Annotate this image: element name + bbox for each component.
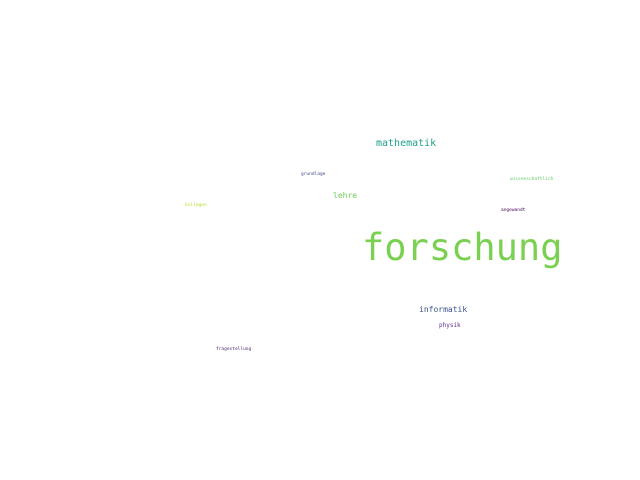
word-fragestellung: fragestellung	[216, 347, 252, 352]
word-informatik: informatik	[419, 305, 468, 314]
word-physik: physik	[439, 322, 461, 329]
word-mathematik: mathematik	[376, 138, 437, 149]
word-lehre: lehre	[333, 191, 358, 200]
word-kollegen: kollegen	[185, 203, 207, 208]
word-angewandt: angewandt	[501, 208, 526, 213]
word-grundlage: grundlage	[301, 172, 326, 177]
word-wissenschaftlich: wissenschaftlich	[510, 177, 554, 182]
word-forschung: forschung	[362, 226, 563, 269]
